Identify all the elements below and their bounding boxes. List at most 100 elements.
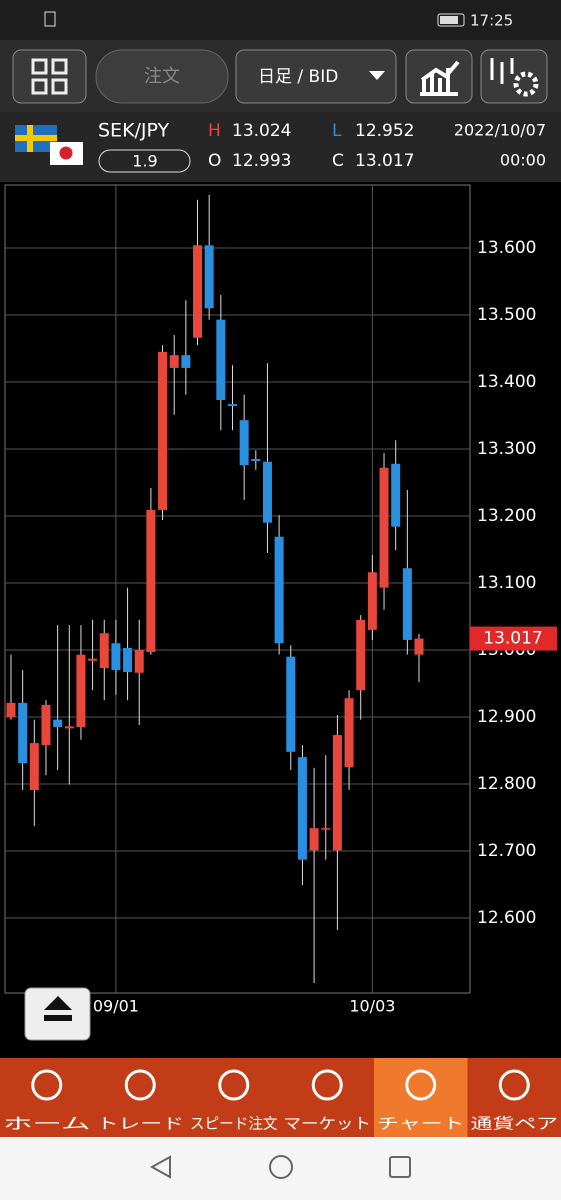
nav-icon xyxy=(311,1069,343,1101)
candle-body xyxy=(169,355,179,368)
close-label: C xyxy=(332,151,344,171)
y-tick-label: 13.100 xyxy=(477,573,536,593)
spread-box xyxy=(98,149,191,173)
info-bar xyxy=(0,112,561,182)
nav-label[interactable]: スピード注文 xyxy=(190,1115,278,1133)
candle-body xyxy=(181,355,191,368)
candle-body xyxy=(64,726,74,729)
menu-button[interactable] xyxy=(12,49,87,104)
candle-body xyxy=(146,509,156,652)
candle-body xyxy=(356,619,366,691)
timeframe-select[interactable] xyxy=(235,49,397,104)
home-button[interactable] xyxy=(269,1155,293,1179)
high: 13.024 xyxy=(232,121,291,141)
nav-label[interactable]: トレード xyxy=(97,1115,185,1133)
y-tick-label: 13.500 xyxy=(477,305,536,325)
flag-se-cross xyxy=(27,125,33,152)
y-tick-label: 12.600 xyxy=(477,908,536,928)
candle-body xyxy=(111,643,121,671)
candle-body xyxy=(367,572,377,630)
low-label: L xyxy=(332,121,342,141)
nav-label[interactable]: チャート xyxy=(377,1115,465,1133)
eject-icon xyxy=(44,996,72,1021)
candle-body xyxy=(41,704,51,746)
collapse-button[interactable] xyxy=(24,987,91,1041)
x-tick-label: 10/03 xyxy=(349,997,395,1016)
y-tick-label: 13.600 xyxy=(477,238,536,258)
last-price-label: 13.017 xyxy=(483,629,542,649)
candle-body xyxy=(402,568,412,640)
open: 12.993 xyxy=(232,151,291,171)
nav-label[interactable]: ホーム xyxy=(3,1115,91,1133)
candle-body xyxy=(6,702,16,717)
timeframe-label: 日足 / BID xyxy=(258,67,338,87)
spread: 1.9 xyxy=(132,152,157,171)
x-tick-label: 09/01 xyxy=(93,997,139,1016)
dropdown-arrow xyxy=(369,71,385,80)
candle-body xyxy=(134,649,144,673)
candle-body xyxy=(76,654,86,728)
y-tick-label: 12.700 xyxy=(477,841,536,861)
back-button[interactable] xyxy=(149,1155,171,1179)
open-label: O xyxy=(208,151,221,171)
y-tick-label: 13.400 xyxy=(477,372,536,392)
settings-button[interactable] xyxy=(480,49,548,104)
candle-body xyxy=(216,319,226,401)
grid-icon xyxy=(31,58,68,95)
candle-body xyxy=(379,467,389,588)
order-label: 注文 xyxy=(144,66,180,87)
nav-icon xyxy=(31,1069,63,1101)
candle-body xyxy=(53,719,63,728)
candle-body xyxy=(414,638,424,655)
flag-jp-sun xyxy=(59,146,73,160)
candle-body xyxy=(262,461,272,523)
battery-icon xyxy=(437,13,465,27)
status-bar xyxy=(0,0,561,40)
y-tick-label: 12.900 xyxy=(477,707,536,727)
candle-body xyxy=(251,459,261,462)
chart-icon xyxy=(420,60,460,96)
candle-body xyxy=(297,757,307,860)
status-time: 17:25 xyxy=(470,12,513,30)
candle-body xyxy=(158,351,168,510)
candle-body xyxy=(204,245,214,309)
candle-body xyxy=(321,828,331,830)
candle-body xyxy=(309,828,319,851)
pair: SEK/JPY xyxy=(98,120,170,142)
system-nav xyxy=(0,1137,561,1200)
gear-icon xyxy=(513,71,539,97)
battery-level xyxy=(440,16,458,24)
nav-icon xyxy=(124,1069,156,1101)
y-tick-label: 13.200 xyxy=(477,506,536,526)
high-label: H xyxy=(208,121,221,141)
close: 13.017 xyxy=(355,151,414,171)
candle-body xyxy=(239,420,249,466)
candle-body xyxy=(88,658,98,661)
flag-se-cross xyxy=(15,135,57,141)
candle-body xyxy=(29,743,39,790)
nav-label[interactable]: マーケット xyxy=(284,1115,372,1133)
candle-body xyxy=(332,735,342,851)
time: 00:00 xyxy=(500,151,546,170)
last-price-tag xyxy=(470,626,557,651)
nav-icon xyxy=(218,1069,250,1101)
candle-body xyxy=(18,702,28,764)
candle-body xyxy=(286,656,296,752)
order-button[interactable] xyxy=(95,49,229,104)
low: 12.952 xyxy=(355,121,414,141)
nav-icon xyxy=(405,1069,437,1101)
recents-button[interactable] xyxy=(389,1156,411,1178)
date: 2022/10/07 xyxy=(454,121,546,140)
candle-body xyxy=(274,536,284,644)
candle-body xyxy=(193,245,203,338)
y-tick-label: 12.800 xyxy=(477,774,536,794)
candle-body xyxy=(99,633,109,669)
candle-body xyxy=(227,404,237,407)
candle-body xyxy=(123,647,133,673)
status-icon xyxy=(44,11,56,27)
candle-icon xyxy=(490,58,514,84)
nav-label[interactable]: 通貨ペア xyxy=(471,1115,559,1133)
nav-icon xyxy=(498,1069,530,1101)
